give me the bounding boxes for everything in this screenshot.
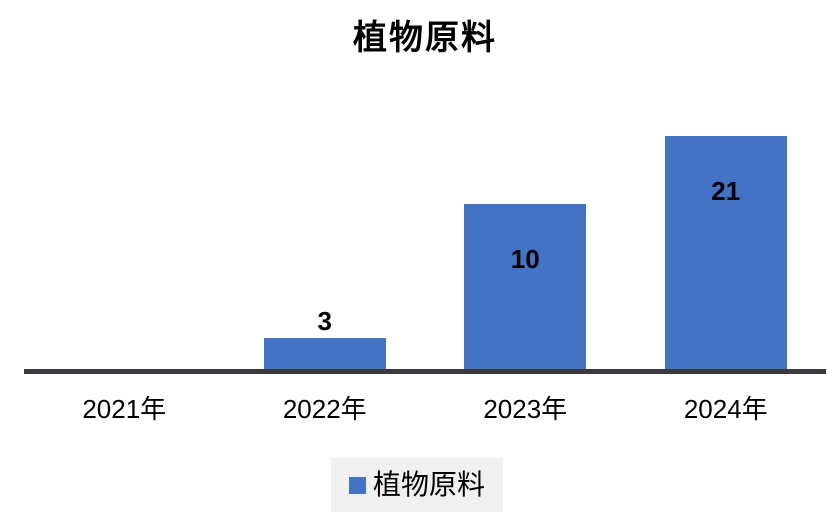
x-axis-label-2021年: 2021年 <box>82 394 167 424</box>
x-axis-label-2024年: 2024年 <box>683 394 768 424</box>
data-label-2023年: 10 <box>510 244 540 274</box>
legend: 植物原料 <box>331 458 503 512</box>
legend-label: 植物原料 <box>372 468 485 501</box>
data-label-2024年: 21 <box>711 176 741 206</box>
chart-title: 植物原料 <box>353 18 497 58</box>
x-axis-label-2022年: 2022年 <box>282 394 367 424</box>
x-axis-label-2023年: 2023年 <box>483 394 568 424</box>
x-axis-line <box>24 369 826 374</box>
data-label-2022年: 3 <box>317 306 332 336</box>
legend-swatch-icon <box>348 476 366 494</box>
bar-2022年 <box>263 338 386 369</box>
bar-2024年 <box>664 136 787 369</box>
bar-2023年 <box>464 204 587 369</box>
